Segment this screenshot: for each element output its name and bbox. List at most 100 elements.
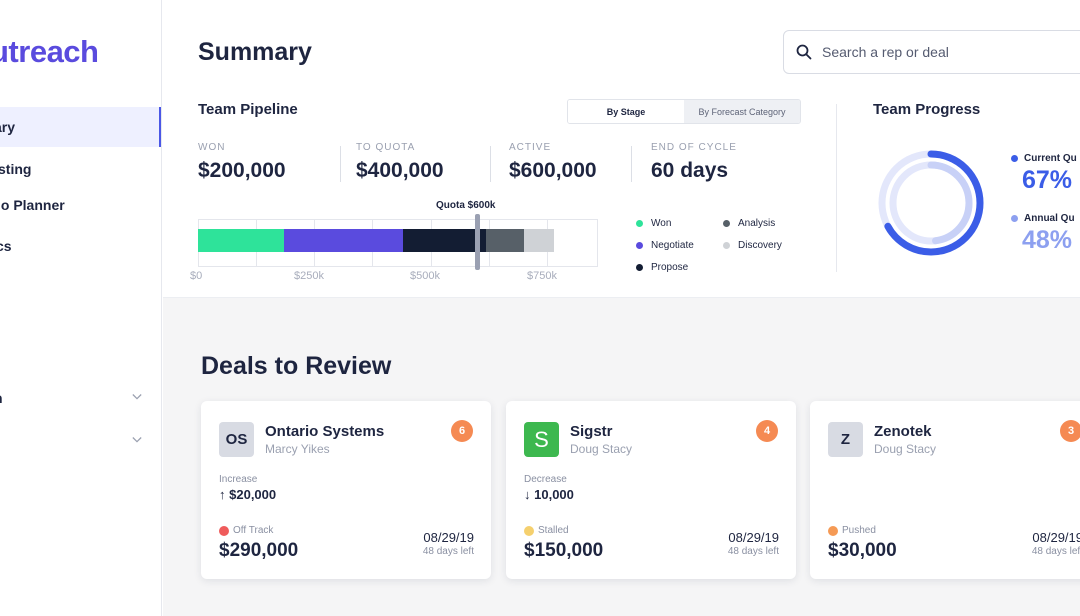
grid-line xyxy=(198,266,598,267)
legend-analysis: Analysis xyxy=(723,218,775,229)
avatar: Z xyxy=(828,422,863,457)
status-dot xyxy=(524,525,534,536)
search-icon xyxy=(796,44,812,60)
progress-annual-quota: Annual Qu 48% xyxy=(1011,213,1075,255)
progress-value: 67% xyxy=(1022,166,1073,194)
legend-discovery: Discovery xyxy=(723,240,782,251)
page-title: Summary xyxy=(198,38,312,66)
legend-dot xyxy=(636,220,643,227)
legend-negotiate: Negotiate xyxy=(636,240,694,251)
deal-name: Sigstr xyxy=(570,423,613,440)
stat-to-quota: TO QUOTA $400,000 xyxy=(356,142,444,183)
x-tick-label: $250k xyxy=(294,270,324,282)
deal-card-ontario-systems[interactable]: OS Ontario Systems Marcy Yikes 6 Increas… xyxy=(201,401,491,579)
quota-marker xyxy=(475,214,481,270)
quota-label: Quota $600k xyxy=(436,200,496,211)
ring-current-quota xyxy=(878,150,984,256)
chevron-down-icon xyxy=(132,394,142,400)
status-text: Off Track xyxy=(233,525,274,536)
sidebar-item-scenario-planner[interactable]: io Planner xyxy=(0,185,161,225)
sidebar-item-label: ary xyxy=(0,119,16,135)
status-text: Pushed xyxy=(842,525,876,536)
change-label: Decrease xyxy=(524,474,567,485)
progress-current-quota: Current Qu 67% xyxy=(1011,153,1077,195)
x-tick-label: $750k xyxy=(527,270,557,282)
sidebar: utreach ary sting io Planner cs n xyxy=(0,0,162,616)
progress-title: Team Progress xyxy=(873,101,981,118)
grid-line xyxy=(597,219,598,267)
deal-date: 08/29/19 xyxy=(423,530,474,545)
stat-value: $600,000 xyxy=(509,159,597,182)
count-badge: 4 xyxy=(756,420,778,442)
sidebar-item-expandable-2[interactable] xyxy=(0,421,161,461)
deal-card-sigstr[interactable]: S Sigstr Doug Stacy 4 Decrease ↓ 10,000 … xyxy=(506,401,796,579)
days-left: 48 days left xyxy=(727,546,779,557)
legend-label: Propose xyxy=(651,262,689,273)
stat-label: END OF CYCLE xyxy=(651,142,737,153)
stat-won: WON $200,000 xyxy=(198,142,286,183)
change-value: ↑ $20,000 xyxy=(219,487,276,502)
legend-label: Won xyxy=(651,218,672,229)
stat-value: 60 days xyxy=(651,159,729,182)
legend-dot xyxy=(1011,215,1018,222)
deal-amount: $290,000 xyxy=(219,540,299,561)
divider xyxy=(490,146,491,182)
legend-propose: Propose xyxy=(636,262,688,273)
stat-value: $200,000 xyxy=(198,159,286,182)
deal-name: Ontario Systems xyxy=(265,423,385,440)
count-badge: 3 xyxy=(1060,420,1080,442)
divider xyxy=(836,104,837,272)
bar-segment-negotiate[interactable] xyxy=(284,229,403,252)
legend-dot xyxy=(636,264,643,271)
status-badge: Off Track xyxy=(219,525,273,536)
progress-label: Annual Qu xyxy=(1024,213,1075,224)
deal-owner: Doug Stacy xyxy=(874,442,937,456)
bar-segment-propose[interactable] xyxy=(402,229,487,252)
search-box[interactable] xyxy=(783,30,1080,74)
legend-dot xyxy=(636,242,643,249)
bar-segment-discovery[interactable] xyxy=(523,229,554,252)
count-badge: 6 xyxy=(451,420,473,442)
progress-value: 48% xyxy=(1022,226,1073,254)
sidebar-item-analytics[interactable]: cs xyxy=(0,226,161,266)
deal-date: 08/29/19 xyxy=(1032,530,1080,545)
arrow-up-icon: ↑ xyxy=(219,487,226,502)
deal-name: Zenotek xyxy=(874,423,932,440)
deal-amount: $30,000 xyxy=(828,540,897,561)
change-amount: $20,000 xyxy=(229,487,277,502)
deal-date: 08/29/19 xyxy=(728,530,779,545)
bar-segment-analysis[interactable] xyxy=(486,229,524,252)
deal-card-zenotek[interactable]: Z Zenotek Doug Stacy 3 Pushed $30,000 08… xyxy=(810,401,1080,579)
sidebar-item-expandable-1[interactable]: n xyxy=(0,378,161,418)
status-badge: Pushed xyxy=(828,525,876,536)
bar-segment-won[interactable] xyxy=(198,229,285,252)
sidebar-item-label: io Planner xyxy=(0,197,65,213)
avatar: S xyxy=(524,422,559,457)
sidebar-item-label: n xyxy=(0,390,3,406)
sidebar-item-forecasting[interactable]: sting xyxy=(0,149,161,189)
stat-label: TO QUOTA xyxy=(356,142,416,153)
legend-dot xyxy=(1011,155,1018,162)
change-value: ↓ 10,000 xyxy=(524,487,574,502)
sidebar-item-label: cs xyxy=(0,238,12,254)
toggle-by-stage[interactable]: By Stage xyxy=(568,100,684,123)
ring-annual-quota xyxy=(889,161,973,245)
arrow-down-icon: ↓ xyxy=(524,487,531,502)
legend-label: Discovery xyxy=(738,240,782,251)
change-label: Increase xyxy=(219,474,258,485)
deal-amount: $150,000 xyxy=(524,540,604,561)
status-badge: Stalled xyxy=(524,525,569,536)
divider xyxy=(340,146,341,182)
search-input[interactable] xyxy=(822,44,1062,60)
legend-label: Negotiate xyxy=(651,240,694,251)
sidebar-item-label: sting xyxy=(0,161,32,177)
progress-label: Current Qu xyxy=(1024,153,1077,164)
toggle-by-forecast-category[interactable]: By Forecast Category xyxy=(684,100,800,123)
deal-owner: Doug Stacy xyxy=(570,442,633,456)
deal-owner: Marcy Yikes xyxy=(265,442,330,456)
stat-end-of-cycle: END OF CYCLE 60 days xyxy=(651,142,737,183)
sidebar-item-summary[interactable]: ary xyxy=(0,107,161,147)
legend-dot xyxy=(723,220,730,227)
legend-label: Analysis xyxy=(738,218,776,229)
app-logo[interactable]: utreach xyxy=(0,34,99,69)
